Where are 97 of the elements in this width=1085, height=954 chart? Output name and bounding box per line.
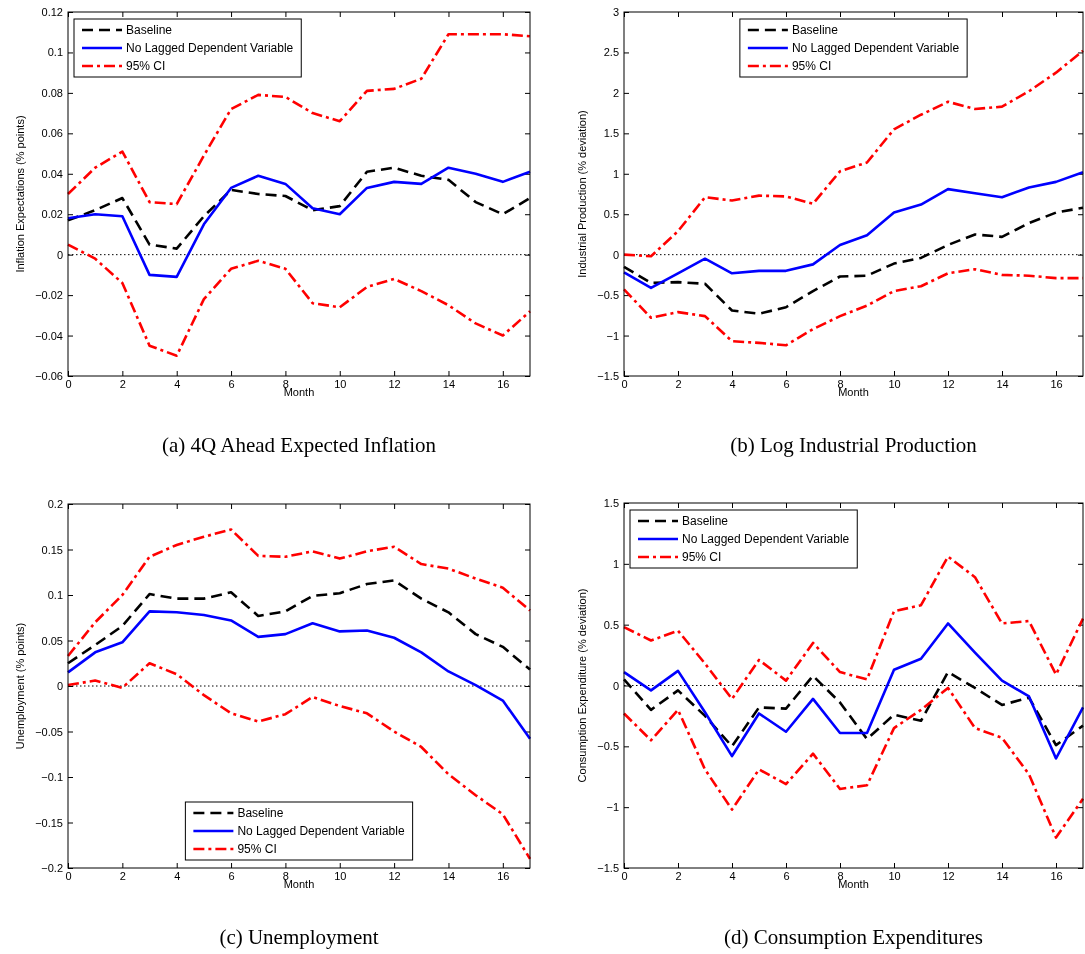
legend-label: 95% CI	[126, 59, 166, 73]
x-tick-label: 14	[442, 377, 456, 390]
y-tick-label: −0.05	[35, 725, 63, 738]
x-tick-label: 16	[497, 869, 510, 882]
line-series	[66, 610, 532, 741]
y-tick-label: 1	[612, 167, 619, 180]
x-tick-label: 12	[942, 869, 955, 882]
y-tick-label: 0.06	[41, 127, 63, 140]
line-series	[66, 661, 532, 861]
x-tick-label: 10	[334, 869, 347, 882]
y-tick-label: −0.5	[597, 740, 619, 753]
x-tick-label: 6	[228, 377, 235, 390]
x-tick-label: 2	[119, 869, 126, 882]
x-tick-label: 0	[65, 377, 72, 390]
legend-label: No Lagged Dependent Variable	[237, 824, 405, 838]
y-tick-label: 0.12	[41, 6, 63, 19]
y-tick-label: 0.15	[41, 543, 63, 556]
y-tick-label: −1	[606, 801, 619, 814]
text: (a) 4Q Ahead Expected Inflation	[161, 433, 437, 457]
y-tick-label: −1	[606, 329, 619, 342]
x-tick-label: 16	[497, 377, 510, 390]
y-tick-label: −1.5	[597, 862, 619, 875]
text: (c) Unemployment	[219, 925, 379, 949]
y-tick-label: −0.1	[41, 771, 63, 784]
x-tick-label: 2	[119, 377, 126, 390]
y-tick-label: 1.5	[603, 497, 619, 510]
y-axis-title: Industrial Production (% deviation)	[576, 110, 589, 278]
y-tick-label: 0.2	[47, 498, 63, 511]
y-tick-label: 0.5	[603, 618, 619, 631]
legend-label: Baseline	[791, 23, 839, 37]
x-tick-label: 12	[942, 377, 955, 390]
x-tick-label: 10	[334, 377, 347, 390]
y-tick-label: 0	[56, 248, 63, 261]
line-series	[66, 166, 532, 279]
y-tick-label: 1	[612, 557, 619, 570]
x-tick-label: 0	[621, 869, 628, 882]
line-series	[622, 686, 1085, 839]
y-tick-label: 2	[612, 86, 619, 99]
x-tick-label: 2	[675, 869, 682, 882]
y-tick-label: 0.04	[41, 167, 63, 180]
x-tick-label: 16	[1050, 869, 1063, 882]
x-tick-label: 12	[388, 869, 401, 882]
y-tick-label: −1.5	[597, 370, 619, 383]
legend-label: No Lagged Dependent Variable	[682, 532, 850, 546]
y-tick-label: 0	[56, 680, 63, 693]
y-tick-label: 0.05	[41, 634, 63, 647]
x-tick-label: 14	[442, 869, 456, 882]
y-axis-title: Consumption Expenditure (% deviation)	[576, 588, 589, 783]
legend-label: No Lagged Dependent Variable	[126, 41, 294, 55]
legend-label: 95% CI	[237, 842, 277, 856]
y-tick-label: −0.04	[35, 329, 63, 342]
line-series	[66, 243, 532, 358]
legend-label: 95% CI	[682, 550, 722, 564]
y-tick-label: −0.5	[597, 289, 619, 302]
y-tick-label: 0.1	[47, 46, 63, 59]
legend-label: Baseline	[237, 806, 284, 820]
y-tick-label: 0.08	[41, 86, 63, 99]
y-tick-label: 3	[612, 6, 619, 19]
y-tick-label: −0.2	[41, 862, 63, 875]
legend-label: No Lagged Dependent Variable	[791, 41, 960, 55]
x-tick-label: 14	[996, 869, 1009, 882]
y-tick-label: 2.5	[603, 46, 619, 59]
y-axis-title: Unemployment (% points)	[14, 622, 27, 750]
line-series	[622, 622, 1085, 760]
x-tick-label: 6	[783, 377, 790, 390]
y-tick-label: 0	[612, 679, 619, 692]
line-series	[66, 528, 532, 658]
legend-label: Baseline	[126, 23, 173, 37]
x-tick-label: 16	[1050, 377, 1063, 390]
x-tick-label: 0	[65, 869, 72, 882]
x-tick-label: 4	[174, 869, 181, 882]
x-tick-label: 10	[888, 869, 901, 882]
y-tick-label: −0.06	[35, 370, 63, 383]
y-tick-label: 0.5	[603, 208, 619, 221]
line-series	[622, 170, 1085, 290]
line-series	[66, 32, 532, 206]
x-tick-label: 0	[621, 377, 628, 390]
x-tick-label: 12	[388, 377, 401, 390]
y-tick-label: 1.5	[603, 127, 619, 140]
y-tick-label: 0.1	[47, 589, 63, 602]
x-tick-label: 14	[996, 377, 1009, 390]
y-tick-label: 0	[612, 248, 619, 261]
x-tick-label: 6	[783, 869, 790, 882]
x-tick-label: 4	[729, 377, 736, 390]
y-axis-title: Inflation Expectations (% points)	[14, 115, 27, 273]
y-tick-label: −0.15	[35, 816, 63, 829]
y-tick-label: −0.02	[35, 289, 63, 302]
x-tick-label: 6	[228, 869, 235, 882]
text: (b) Log Industrial Production	[730, 433, 978, 457]
legend-label: 95% CI	[791, 59, 832, 73]
text: (d) Consumption Expenditures	[724, 925, 983, 949]
x-tick-label: 4	[729, 869, 736, 882]
legend-label: Baseline	[682, 514, 729, 528]
x-tick-label: 2	[675, 377, 682, 390]
x-tick-label: 10	[888, 377, 901, 390]
y-tick-label: 0.02	[41, 208, 63, 221]
x-tick-label: 4	[174, 377, 181, 390]
